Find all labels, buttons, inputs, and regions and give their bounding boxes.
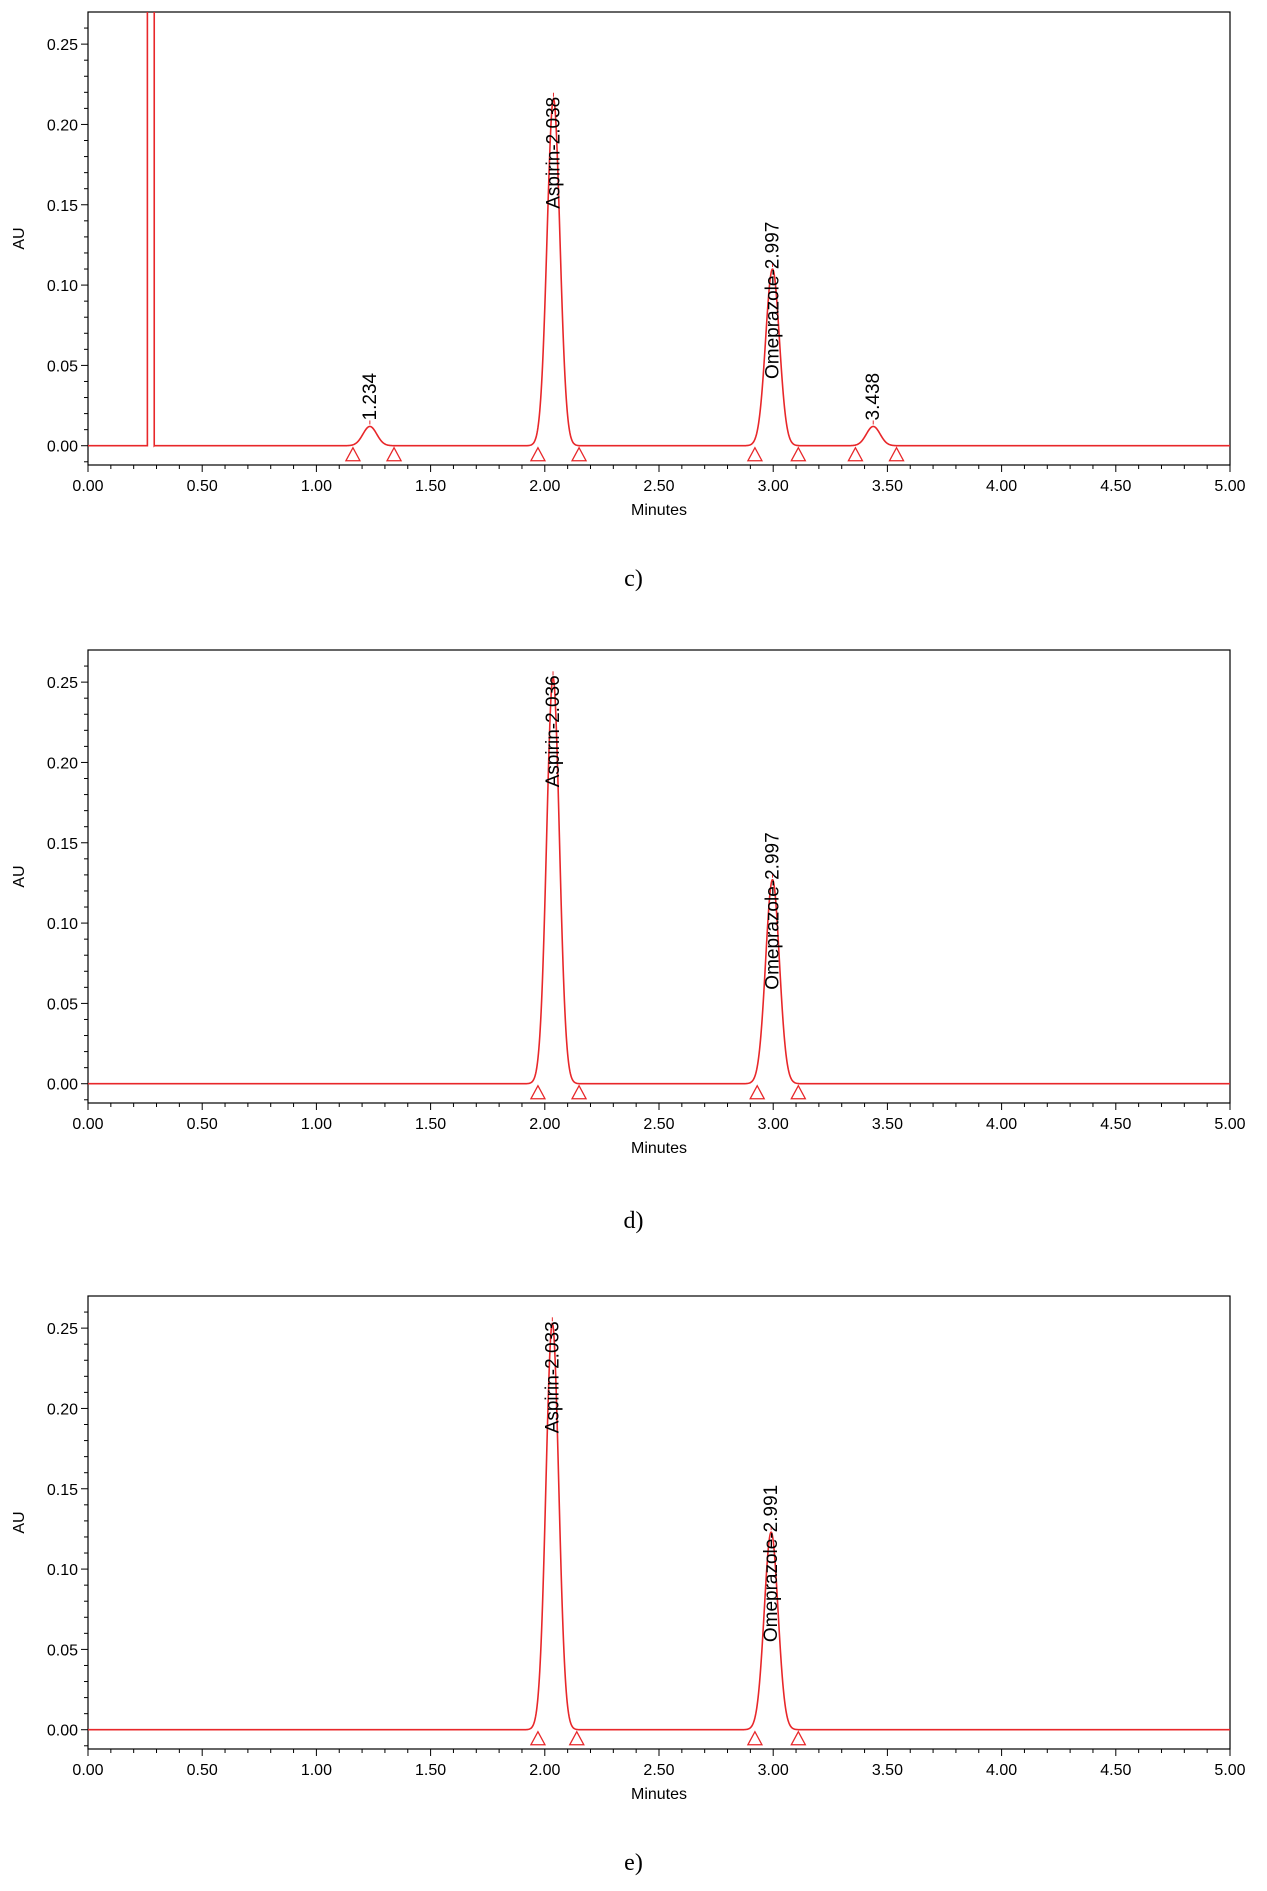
x-tick-label: 2.00 bbox=[529, 1762, 560, 1779]
x-tick-label: 1.50 bbox=[415, 1762, 446, 1779]
x-tick-label: 0.00 bbox=[72, 1762, 103, 1779]
caption-c: c) bbox=[624, 566, 643, 592]
peak-boundary-marker bbox=[790, 446, 807, 462]
x-tick-label: 2.00 bbox=[529, 1116, 560, 1133]
peak-label: Aspirin-2.033 bbox=[542, 1321, 563, 1433]
peak-boundary-marker bbox=[344, 446, 362, 462]
x-tick-label: 0.50 bbox=[187, 1762, 218, 1779]
plot-frame bbox=[87, 1295, 1231, 1750]
peak-boundary-marker bbox=[570, 446, 588, 462]
x-tick-label: 2.50 bbox=[643, 1762, 674, 1779]
x-tick-label: 4.00 bbox=[986, 478, 1017, 495]
x-tick-label: 0.50 bbox=[187, 478, 218, 495]
caption-e: e) bbox=[624, 1850, 643, 1876]
peak-boundary-marker bbox=[746, 446, 764, 462]
y-tick-label: 0.10 bbox=[47, 278, 78, 295]
peak-boundary-marker bbox=[790, 1084, 807, 1100]
peak-boundary-marker bbox=[746, 1730, 764, 1746]
y-tick-label: 0.10 bbox=[47, 916, 78, 933]
peak-label: 3.438 bbox=[863, 373, 884, 421]
x-tick-label: 3.50 bbox=[872, 1762, 903, 1779]
plot-frame bbox=[87, 11, 1231, 466]
signal-trace bbox=[88, 12, 1230, 448]
x-tick-label: 4.50 bbox=[1100, 478, 1131, 495]
peak-label: 1.234 bbox=[360, 372, 381, 420]
x-tick-label: 3.50 bbox=[872, 1116, 903, 1133]
chromatogram-c: 0.00 0.50 1.00 1.50 2.00 2.50 3.00 3.50 4.00 4.50… bbox=[11, 11, 1246, 519]
x-tick-label: 3.00 bbox=[758, 1762, 789, 1779]
peak-boundary-marker bbox=[847, 446, 864, 462]
x-tick-label: 2.50 bbox=[643, 478, 674, 495]
y-tick-label: 0.20 bbox=[47, 755, 78, 772]
y-tick-label: 0.20 bbox=[47, 1401, 78, 1418]
x-axis-label: Minutes bbox=[631, 1786, 687, 1803]
x-tick-label: 4.00 bbox=[986, 1762, 1017, 1779]
y-tick-label: 0.25 bbox=[47, 675, 78, 692]
y-tick-label: 0.05 bbox=[47, 358, 78, 375]
y-axis-label: AU bbox=[11, 227, 28, 249]
y-axis-label: AU bbox=[11, 865, 28, 887]
x-tick-label: 0.50 bbox=[187, 1116, 218, 1133]
caption-d: d) bbox=[623, 1208, 644, 1234]
peak-label: Aspirin-2.038 bbox=[543, 97, 564, 209]
signal-trace bbox=[88, 675, 1230, 1085]
x-tick-label: 4.50 bbox=[1100, 1116, 1131, 1133]
y-axis-label: AU bbox=[11, 1511, 28, 1533]
x-axis-label: Minutes bbox=[631, 1140, 687, 1157]
peak-boundary-marker bbox=[529, 1730, 547, 1746]
peak-label: Omeprazole-2.997 bbox=[763, 222, 784, 379]
x-tick-label: 3.50 bbox=[872, 478, 903, 495]
y-tick-label: 0.25 bbox=[47, 1321, 78, 1338]
peak-boundary-marker bbox=[529, 446, 547, 462]
y-tick-label: 0.05 bbox=[47, 996, 78, 1013]
y-tick-label: 0.15 bbox=[47, 1482, 78, 1499]
signal-trace bbox=[88, 1322, 1230, 1731]
peak-label: Aspirin-2.036 bbox=[543, 675, 564, 787]
x-tick-label: 1.00 bbox=[301, 1116, 332, 1133]
peak-boundary-marker bbox=[790, 1730, 807, 1746]
peak-boundary-marker bbox=[568, 1730, 585, 1746]
x-tick-label: 0.00 bbox=[72, 478, 103, 495]
y-tick-label: 0.15 bbox=[47, 836, 78, 853]
x-tick-label: 5.00 bbox=[1214, 1762, 1245, 1779]
x-tick-label: 3.00 bbox=[758, 1116, 789, 1133]
y-tick-label: 0.00 bbox=[47, 1723, 78, 1740]
peak-boundary-marker bbox=[385, 446, 403, 462]
x-tick-label: 4.00 bbox=[986, 1116, 1017, 1133]
x-tick-label: 5.00 bbox=[1214, 478, 1245, 495]
x-tick-label: 3.00 bbox=[758, 478, 789, 495]
x-tick-label: 1.00 bbox=[301, 1762, 332, 1779]
y-tick-label: 0.15 bbox=[47, 198, 78, 215]
y-tick-label: 0.05 bbox=[47, 1642, 78, 1659]
x-tick-label: 2.50 bbox=[643, 1116, 674, 1133]
plot-frame bbox=[87, 649, 1231, 1104]
x-tick-label: 1.50 bbox=[415, 478, 446, 495]
chromatogram-e: 0.00 0.50 1.00 1.50 2.00 2.50 3.00 3.50 4.00 4.50… bbox=[11, 1295, 1246, 1803]
peak-boundary-marker bbox=[529, 1084, 547, 1100]
x-axis-label: Minutes bbox=[631, 502, 687, 519]
y-tick-label: 0.00 bbox=[47, 1077, 78, 1094]
y-tick-label: 0.20 bbox=[47, 117, 78, 134]
x-tick-label: 1.00 bbox=[301, 478, 332, 495]
y-tick-label: 0.25 bbox=[47, 37, 78, 54]
y-tick-label: 0.00 bbox=[47, 439, 78, 456]
y-tick-label: 0.10 bbox=[47, 1562, 78, 1579]
peak-boundary-marker bbox=[570, 1084, 588, 1100]
peak-boundary-marker bbox=[749, 1084, 766, 1100]
x-tick-label: 0.00 bbox=[72, 1116, 103, 1133]
peak-label: Omeprazole-2.997 bbox=[763, 832, 784, 989]
x-tick-label: 4.50 bbox=[1100, 1762, 1131, 1779]
chromatogram-d: 0.00 0.50 1.00 1.50 2.00 2.50 3.00 3.50 4.00 4.50… bbox=[11, 649, 1246, 1157]
peak-boundary-marker bbox=[888, 446, 905, 462]
x-tick-label: 2.00 bbox=[529, 478, 560, 495]
peak-label: Omeprazole-2.991 bbox=[761, 1485, 782, 1642]
x-tick-label: 5.00 bbox=[1214, 1116, 1245, 1133]
x-tick-label: 1.50 bbox=[415, 1116, 446, 1133]
